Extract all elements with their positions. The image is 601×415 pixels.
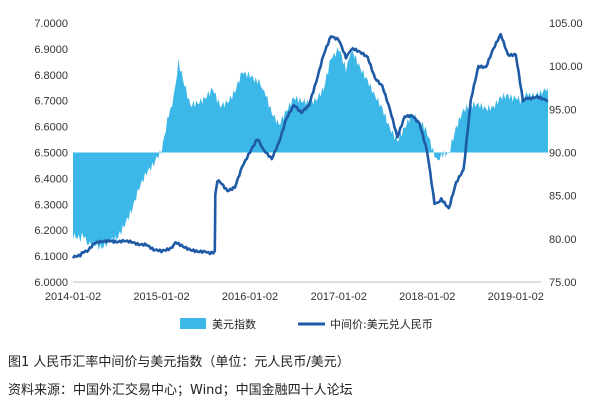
right-y-tick-label: 75.00: [549, 277, 577, 289]
left-y-tick-label: 6.2000: [34, 225, 68, 237]
legend: 美元指数 中间价:美元兑人民币: [180, 317, 433, 331]
right-y-tick-label: 100.00: [549, 61, 583, 73]
right-y-tick-label: 85.00: [549, 191, 577, 203]
left-y-tick-label: 6.5000: [34, 148, 68, 160]
right-y-tick-label: 105.00: [549, 18, 583, 30]
x-tick-label: 2019-01-02: [488, 291, 544, 303]
right-y-tick-label: 95.00: [549, 104, 577, 116]
x-axis: 2014-01-02 2015-01-02 2016-01-02 2017-01-02…: [45, 291, 544, 303]
right-y-tick-label: 90.00: [549, 148, 577, 160]
usd-cny-line-path: [71, 32, 549, 259]
right-y-axis: 75.00 80.00 85.00 90.00 95.00 100.00 105.00: [549, 18, 583, 289]
x-tick-label: 2018-01-02: [399, 291, 455, 303]
x-tick-label: 2017-01-02: [311, 291, 367, 303]
usd-cny-line: [71, 32, 549, 259]
left-y-tick-label: 6.4000: [34, 173, 68, 185]
left-y-tick-label: 6.1000: [34, 251, 68, 263]
chart: 2014-01-02 2015-01-02 2016-01-02 2017-01-02…: [34, 18, 583, 331]
left-y-tick-label: 6.0000: [34, 277, 68, 289]
left-y-tick-label: 6.9000: [34, 44, 68, 56]
plot-area: [71, 32, 549, 259]
left-y-tick-label: 7.0000: [34, 18, 68, 30]
x-tick-label: 2015-01-02: [133, 291, 189, 303]
source-note: 资料来源：中国外汇交易中心；Wind；中国金融四十人论坛: [8, 383, 353, 398]
dollar-index-area-shape: [73, 47, 548, 251]
left-y-tick-label: 6.7000: [34, 96, 68, 108]
left-y-axis: 6.0000 6.1000 6.2000 6.3000 6.4000 6.5000 6.60…: [34, 18, 68, 289]
dollar-index-area: [73, 47, 548, 251]
x-tick-label: 2016-01-02: [222, 291, 278, 303]
left-y-tick-label: 6.8000: [34, 70, 68, 82]
figure-caption: 图1 人民币汇率中间价与美元指数（单位：元人民币/美元）: [8, 355, 350, 370]
left-y-tick-label: 6.3000: [34, 199, 68, 211]
left-y-tick-label: 6.6000: [34, 122, 68, 134]
legend-swatch-area: [180, 318, 206, 329]
legend-label-usd-cny: 中间价:美元兑人民币: [330, 317, 433, 331]
right-y-tick-label: 80.00: [549, 234, 577, 246]
x-tick-label: 2014-01-02: [45, 291, 101, 303]
legend-label-dollar-index: 美元指数: [212, 317, 256, 331]
